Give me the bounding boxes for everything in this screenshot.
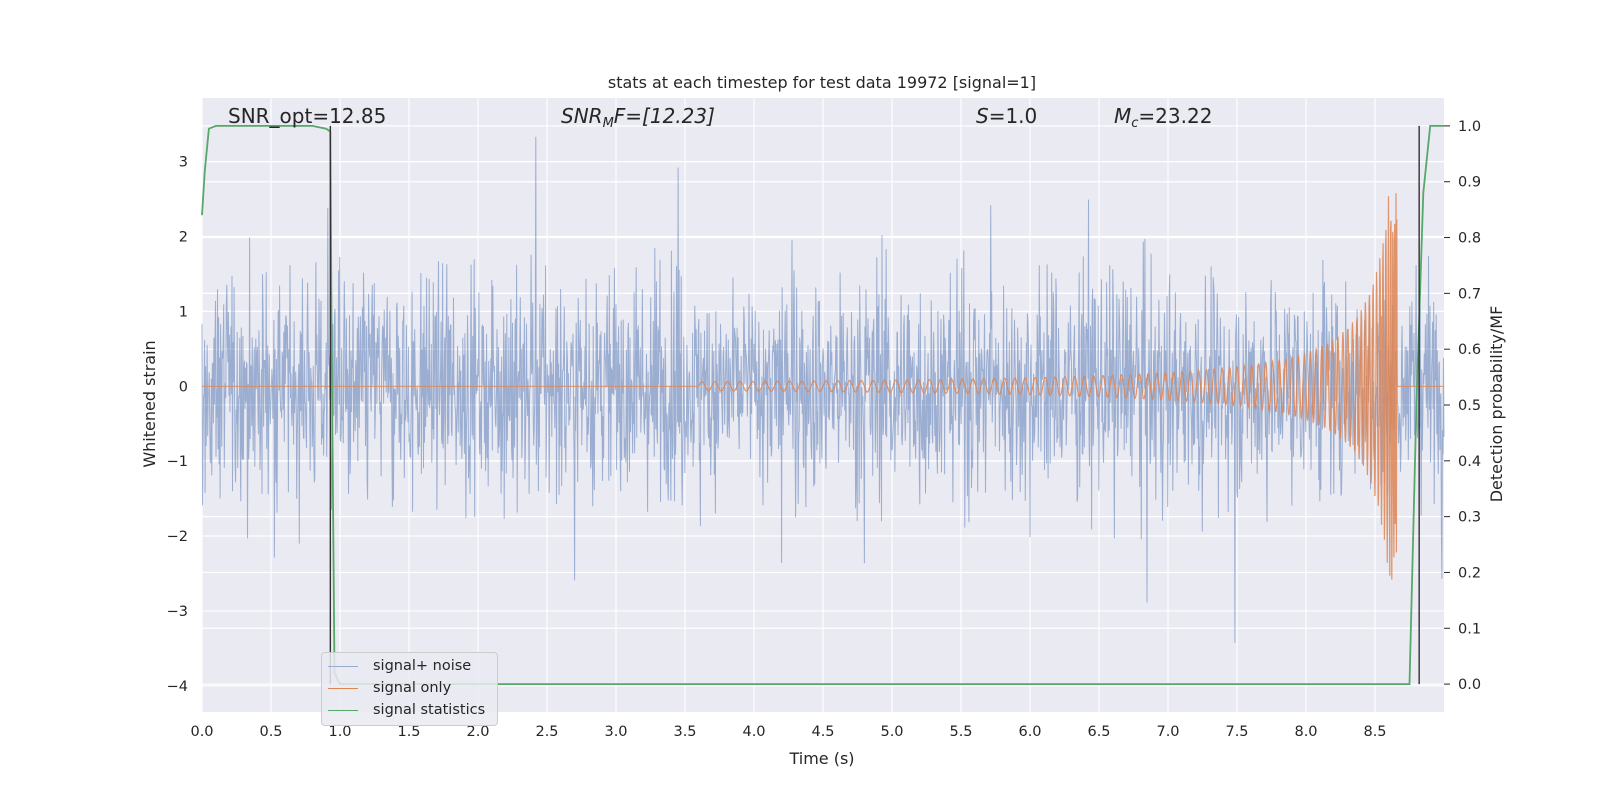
snr-mf-suffix: F=[12.23] [613,104,715,128]
chart-title: stats at each timestep for test data 199… [608,73,1036,92]
snr-opt-text: SNR_opt=12.85 [228,104,387,128]
x-tick-label: 3.5 [673,724,696,740]
x-tick-label: 0.0 [190,724,213,740]
y2-tick-label: 0.7 [1458,286,1481,302]
y2-tick-label: 0.6 [1458,342,1481,358]
snr-mf-annotation: SNRMF=[12.23] [561,104,715,130]
signal-series [202,193,1444,580]
mc-annotation: Mc=23.22 [1114,104,1213,130]
x-axis-label: Time (s) [788,749,854,768]
x-tick-label: 5.5 [949,724,972,740]
legend-swatch-statistics [328,709,358,711]
y2-axis-ticks: 1.0 0.9 0.8 0.7 0.6 0.5 0.4 0.3 0.2 0.1 0.0 [1444,119,1481,693]
marker-lines [329,125,1420,685]
x-tick-label: 6.0 [1018,724,1041,740]
y2-tick-label: 0.0 [1458,677,1481,693]
y-tick-label: 2 [179,230,188,246]
x-tick-label: 3.0 [604,724,627,740]
x-axis-ticks: 0.0 0.5 1.0 1.5 2.0 2.5 3.0 3.5 4.0 4.5 5.0 5.5 6.0 6… [190,724,1386,740]
legend-label-signal: signal only [373,680,452,696]
noise-line [201,136,1445,644]
x-tick-label: 2.0 [466,724,489,740]
s-label: S [976,104,989,128]
s-value: =1.0 [988,104,1038,128]
y-axis-ticks: 3 2 1 0 −1 −2 −3 −4 [167,155,188,695]
x-tick-label: 7.0 [1156,724,1179,740]
y2-tick-label: 0.5 [1458,398,1481,414]
y2-tick-label: 0.3 [1458,510,1481,526]
snr-mf-sub: M [602,116,614,131]
x-tick-label: 2.5 [535,724,558,740]
y-tick-label: −4 [167,679,188,695]
x-tick-label: 1.0 [328,724,351,740]
legend-item-statistics: signal statistics [328,700,485,720]
x-tick-label: 6.5 [1087,724,1110,740]
mc-value: =23.22 [1138,104,1213,128]
x-tick-label: 0.5 [259,724,282,740]
y2-tick-label: 0.4 [1458,454,1481,470]
legend-item-signal: signal only [328,678,451,698]
signal-line [202,193,1444,580]
snr-mf-prefix: SNR [561,104,603,128]
y-tick-label: 1 [179,304,188,320]
x-tick-label: 7.5 [1225,724,1248,740]
noise-series [201,136,1445,644]
y2-tick-label: 0.8 [1458,231,1481,247]
y2-axis-label: Detection probability/MF [1487,306,1506,503]
y2-tick-label: 0.9 [1458,175,1481,191]
legend: signal+ noise signal only signal statist… [321,652,498,726]
legend-item-noise: signal+ noise [328,656,471,676]
x-tick-label: 8.5 [1363,724,1386,740]
y-axis-label: Whitened strain [140,340,159,467]
mc-sub: c [1131,116,1139,131]
y-tick-label: 0 [179,379,188,395]
x-tick-label: 8.0 [1294,724,1317,740]
legend-label-statistics: signal statistics [373,702,486,718]
x-tick-label: 4.5 [811,724,834,740]
y2-tick-label: 0.1 [1458,621,1481,637]
y-tick-label: −1 [167,454,188,470]
y-tick-label: −3 [167,604,188,620]
mc-label: M [1114,104,1132,128]
s-annotation: S=1.0 [976,106,1037,126]
y2-tick-label: 1.0 [1458,119,1481,135]
x-tick-label: 1.5 [397,724,420,740]
x-tick-label: 4.0 [742,724,765,740]
x-tick-label: 5.0 [880,724,903,740]
y2-tick-label: 0.2 [1458,565,1481,581]
legend-label-noise: signal+ noise [373,658,472,674]
y-tick-label: −2 [167,529,188,545]
legend-swatch-signal [328,687,358,689]
snr-opt-annotation: SNR_opt=12.85 [228,106,386,126]
legend-swatch-noise [328,665,358,667]
y-tick-label: 3 [179,155,188,171]
